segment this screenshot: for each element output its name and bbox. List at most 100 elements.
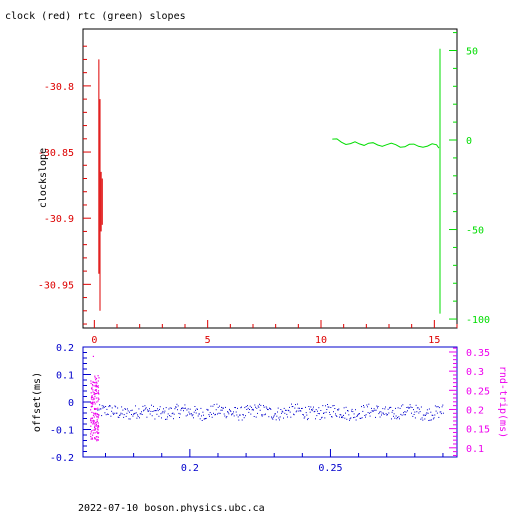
offset-point <box>159 408 160 410</box>
rnd-trip-point <box>97 375 99 377</box>
offset-point <box>439 411 441 413</box>
offset-point <box>172 412 174 414</box>
offset-point <box>430 419 432 421</box>
rnd-trip-point <box>92 434 94 436</box>
rnd-trip-point <box>90 409 92 411</box>
rnd-trip-point <box>96 392 98 395</box>
offset-point <box>348 414 350 416</box>
offset-point <box>359 413 360 415</box>
offset-point <box>367 406 368 408</box>
offset-point <box>436 412 438 414</box>
offset-point <box>325 405 326 407</box>
offset-point <box>339 416 340 418</box>
offset-point <box>342 417 344 419</box>
offset-point <box>142 405 144 407</box>
offset-point <box>224 415 226 417</box>
rnd-trip-point <box>94 393 96 395</box>
offset-point <box>199 418 201 420</box>
offset-point <box>161 417 162 419</box>
rnd-trip-point <box>93 407 96 410</box>
y-right-tick-label: 50 <box>466 46 478 57</box>
rnd-trip-point <box>92 399 94 401</box>
offset-point <box>313 411 315 413</box>
offset-point <box>214 414 216 416</box>
offset-point <box>358 413 360 415</box>
y-left-tick-label: -0.1 <box>50 426 74 437</box>
rnd-trip-point <box>92 432 94 434</box>
offset-point <box>351 408 353 410</box>
offset-point <box>221 406 222 408</box>
offset-point <box>124 408 126 410</box>
offset-point <box>349 419 350 421</box>
offset-point <box>167 416 168 418</box>
offset-point <box>336 416 338 417</box>
offset-point <box>308 406 310 407</box>
rnd-trip-point <box>93 413 95 415</box>
rnd-trip-point <box>97 400 99 402</box>
offset-point <box>203 414 204 416</box>
offset-point <box>102 407 104 409</box>
offset-point <box>290 416 292 418</box>
offset-point <box>258 406 260 408</box>
offset-point <box>315 409 317 411</box>
offset-point <box>229 408 230 410</box>
offset-point <box>339 414 341 416</box>
rnd-trip-point <box>98 426 100 428</box>
offset-point <box>287 409 289 411</box>
offset-point <box>396 418 398 420</box>
y-right-tick-label: 0.35 <box>466 348 490 359</box>
offset-point <box>428 420 430 421</box>
y-right-tick-label: 0 <box>466 136 472 147</box>
offset-point <box>361 417 363 419</box>
y-left-tick-label: -0.2 <box>50 453 74 464</box>
rnd-trip-point <box>94 426 96 428</box>
offset-point <box>390 406 392 408</box>
offset-point <box>215 413 216 415</box>
offset-point <box>211 413 212 415</box>
offset-point <box>427 412 429 414</box>
rnd-trip-point <box>98 398 100 400</box>
offset-point <box>317 410 318 412</box>
rnd-trip-point <box>94 375 96 377</box>
offset-point <box>254 404 256 406</box>
offset-point <box>347 410 349 412</box>
offset-point <box>300 410 302 412</box>
offset-point <box>218 412 220 414</box>
offset-point <box>111 407 113 409</box>
offset-point <box>227 411 228 413</box>
offset-point <box>389 406 391 408</box>
offset-point <box>386 414 388 416</box>
offset-point <box>375 409 377 411</box>
rnd-trip-point <box>92 401 94 403</box>
rnd-trip-point <box>97 415 99 418</box>
offset-point <box>235 407 236 409</box>
y-left-tick-label: -30.8 <box>44 82 74 93</box>
offset-point <box>114 405 116 407</box>
offset-point <box>405 411 407 413</box>
offset-point <box>330 407 332 408</box>
rnd-trip-point <box>91 411 93 413</box>
offset-point <box>174 408 176 410</box>
offset-point <box>321 416 323 418</box>
offset-point <box>285 409 287 411</box>
offset-point <box>239 414 241 416</box>
offset-point <box>387 414 388 416</box>
offset-point <box>154 418 156 420</box>
offset-point <box>107 413 109 415</box>
offset-point <box>169 415 170 417</box>
offset-point <box>314 410 316 412</box>
offset-point <box>151 415 153 417</box>
offset-point <box>157 410 159 412</box>
offset-point <box>283 407 285 409</box>
offset-point <box>125 415 127 417</box>
offset-point <box>223 413 225 415</box>
rnd-trip-point <box>93 392 95 394</box>
y-right-tick-label: 0.25 <box>466 386 490 397</box>
offset-point <box>364 415 366 416</box>
offset-point <box>397 407 399 409</box>
offset-point <box>223 407 224 409</box>
offset-point <box>269 408 271 409</box>
offset-point <box>377 406 379 407</box>
offset-point <box>165 407 167 409</box>
offset-point <box>127 410 129 412</box>
